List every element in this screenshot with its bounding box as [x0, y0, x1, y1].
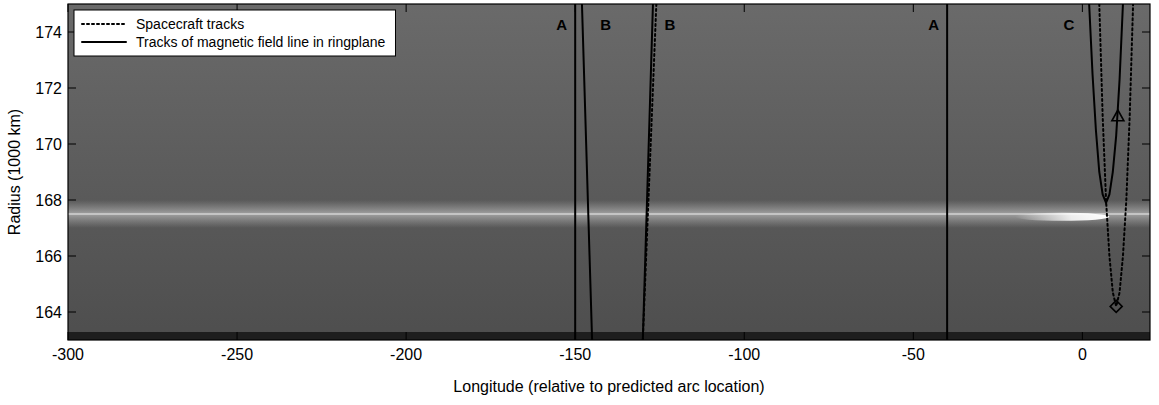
ring-image	[68, 4, 1150, 340]
y-tick	[68, 88, 76, 89]
legend-box	[74, 10, 395, 56]
legend-label: Spacecraft tracks	[136, 16, 244, 32]
x-tick	[744, 4, 745, 12]
y-tick	[1142, 32, 1150, 33]
x-tick	[406, 332, 407, 340]
x-tick	[913, 332, 914, 340]
x-tick	[406, 4, 407, 12]
x-tick-label: -300	[52, 346, 84, 363]
ring	[68, 213, 1150, 215]
legend-swatch	[82, 41, 126, 43]
track-label: B	[664, 16, 675, 33]
x-tick	[575, 4, 576, 12]
y-tick	[1142, 200, 1150, 201]
ring-glow	[68, 200, 1150, 228]
x-tick	[1082, 332, 1083, 340]
planet-edge	[68, 332, 1150, 340]
x-tick-label: -150	[559, 346, 591, 363]
y-tick-label: 166	[35, 248, 62, 265]
track-label: C	[1063, 16, 1074, 33]
y-tick	[68, 200, 76, 201]
track-line	[575, 4, 1123, 340]
x-tick	[744, 332, 745, 340]
y-tick	[1142, 256, 1150, 257]
x-tick	[68, 332, 69, 340]
y-tick	[1142, 144, 1150, 145]
x-tick	[1082, 4, 1083, 12]
legend-swatch	[82, 23, 126, 25]
chart: -300 -250 -200 -150 -100 -50 0 164 166 168 170 172 1…	[0, 0, 1159, 405]
plot-area	[68, 4, 1150, 340]
y-tick	[68, 144, 76, 145]
frame	[68, 4, 1150, 340]
y-axis-title: Radius (1000 km)	[6, 109, 23, 235]
x-tick	[237, 332, 238, 340]
x-axis-title: Longitude (relative to predicted arc loc…	[453, 378, 764, 395]
diamond-marker	[1110, 300, 1122, 312]
legend-label: Tracks of magnetic field line in ringpla…	[136, 34, 385, 50]
x-tick	[913, 4, 914, 12]
triangle-marker	[1112, 110, 1124, 121]
y-tick-label: 174	[35, 24, 62, 41]
y-tick	[1142, 312, 1150, 313]
x-tick-label: -50	[902, 346, 925, 363]
track-label: B	[600, 16, 611, 33]
y-tick-label: 170	[35, 136, 62, 153]
y-tick	[68, 312, 76, 313]
y-tick-label: 168	[35, 192, 62, 209]
track-line	[643, 4, 1133, 340]
x-tick	[575, 332, 576, 340]
ring-arc	[1015, 213, 1110, 221]
track-label: A	[556, 16, 567, 33]
y-tick-label: 164	[35, 304, 62, 321]
x-tick-label: -200	[390, 346, 422, 363]
track-label: A	[928, 16, 939, 33]
y-tick-label: 172	[35, 80, 62, 97]
y-tick	[1142, 88, 1150, 89]
y-tick	[68, 256, 76, 257]
x-tick-label: 0	[1078, 346, 1087, 363]
x-tick	[68, 4, 69, 12]
x-tick-label: -100	[728, 346, 760, 363]
x-tick-label: -250	[221, 346, 253, 363]
legend: Spacecraft tracks Tracks of magnetic fiel…	[74, 10, 395, 56]
